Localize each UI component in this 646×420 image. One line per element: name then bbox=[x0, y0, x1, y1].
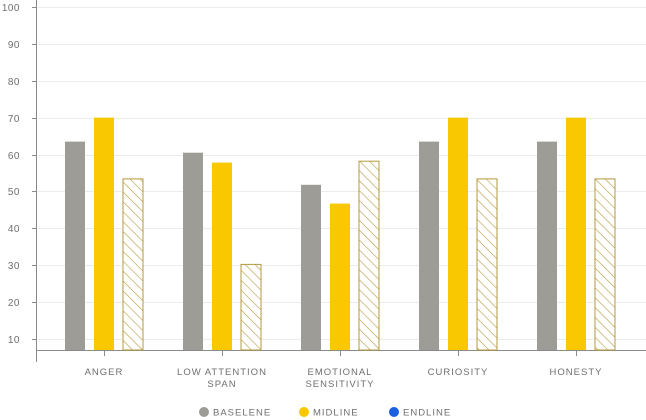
y-tick-label: 70 bbox=[8, 114, 20, 125]
legend-item-midline[interactable]: MIDLINE bbox=[299, 407, 359, 419]
bar-midline-4 bbox=[566, 117, 586, 350]
category-label: SPAN bbox=[207, 379, 236, 390]
category-label: EMOTIONAL bbox=[308, 367, 373, 378]
bar-midline-1 bbox=[212, 162, 232, 350]
legend-swatch bbox=[299, 407, 309, 417]
bar-endline-3 bbox=[476, 178, 498, 351]
legend-item-baselene[interactable]: BASELENE bbox=[199, 407, 271, 419]
legend-label: ENDLINE bbox=[403, 408, 451, 419]
category-label: CURIOSITY bbox=[428, 367, 489, 378]
y-tick-label: 60 bbox=[8, 151, 20, 162]
y-tick-label: 50 bbox=[8, 187, 20, 198]
y-tick-label: 20 bbox=[8, 298, 20, 309]
bar-midline-0 bbox=[94, 117, 114, 350]
bar-baselene-0 bbox=[65, 141, 85, 350]
legend-swatch bbox=[389, 407, 399, 417]
bar-midline-2 bbox=[330, 203, 350, 350]
bar-endline-2 bbox=[358, 160, 380, 351]
bar-baselene-1 bbox=[183, 152, 203, 350]
legend-label: BASELENE bbox=[213, 408, 271, 419]
legend-item-endline[interactable]: ENDLINE bbox=[389, 407, 451, 419]
legend: BASELENE MIDLINE ENDLINE bbox=[199, 407, 451, 419]
category-label: LOW ATTENTION bbox=[177, 367, 267, 378]
bar-baselene-2 bbox=[301, 184, 321, 350]
y-tick-label: 90 bbox=[8, 40, 20, 51]
category-label: ANGER bbox=[85, 367, 124, 378]
legend-label: MIDLINE bbox=[313, 408, 359, 419]
category-label: HONESTY bbox=[550, 367, 603, 378]
legend-swatch bbox=[199, 407, 209, 417]
bar-endline-4 bbox=[594, 178, 616, 351]
y-tick-label: 100 bbox=[2, 3, 20, 14]
bars bbox=[65, 117, 616, 351]
y-tick-label: 40 bbox=[8, 224, 20, 235]
y-tick-label: 30 bbox=[8, 261, 20, 272]
bar-endline-0 bbox=[122, 178, 144, 351]
bar-midline-3 bbox=[448, 117, 468, 350]
y-tick-label: 10 bbox=[8, 335, 20, 346]
y-tick-label: 80 bbox=[8, 77, 20, 88]
bar-baselene-4 bbox=[537, 141, 557, 350]
bar-baselene-3 bbox=[419, 141, 439, 350]
category-label: SENSITIVITY bbox=[305, 379, 374, 390]
bar-endline-1 bbox=[240, 263, 262, 351]
